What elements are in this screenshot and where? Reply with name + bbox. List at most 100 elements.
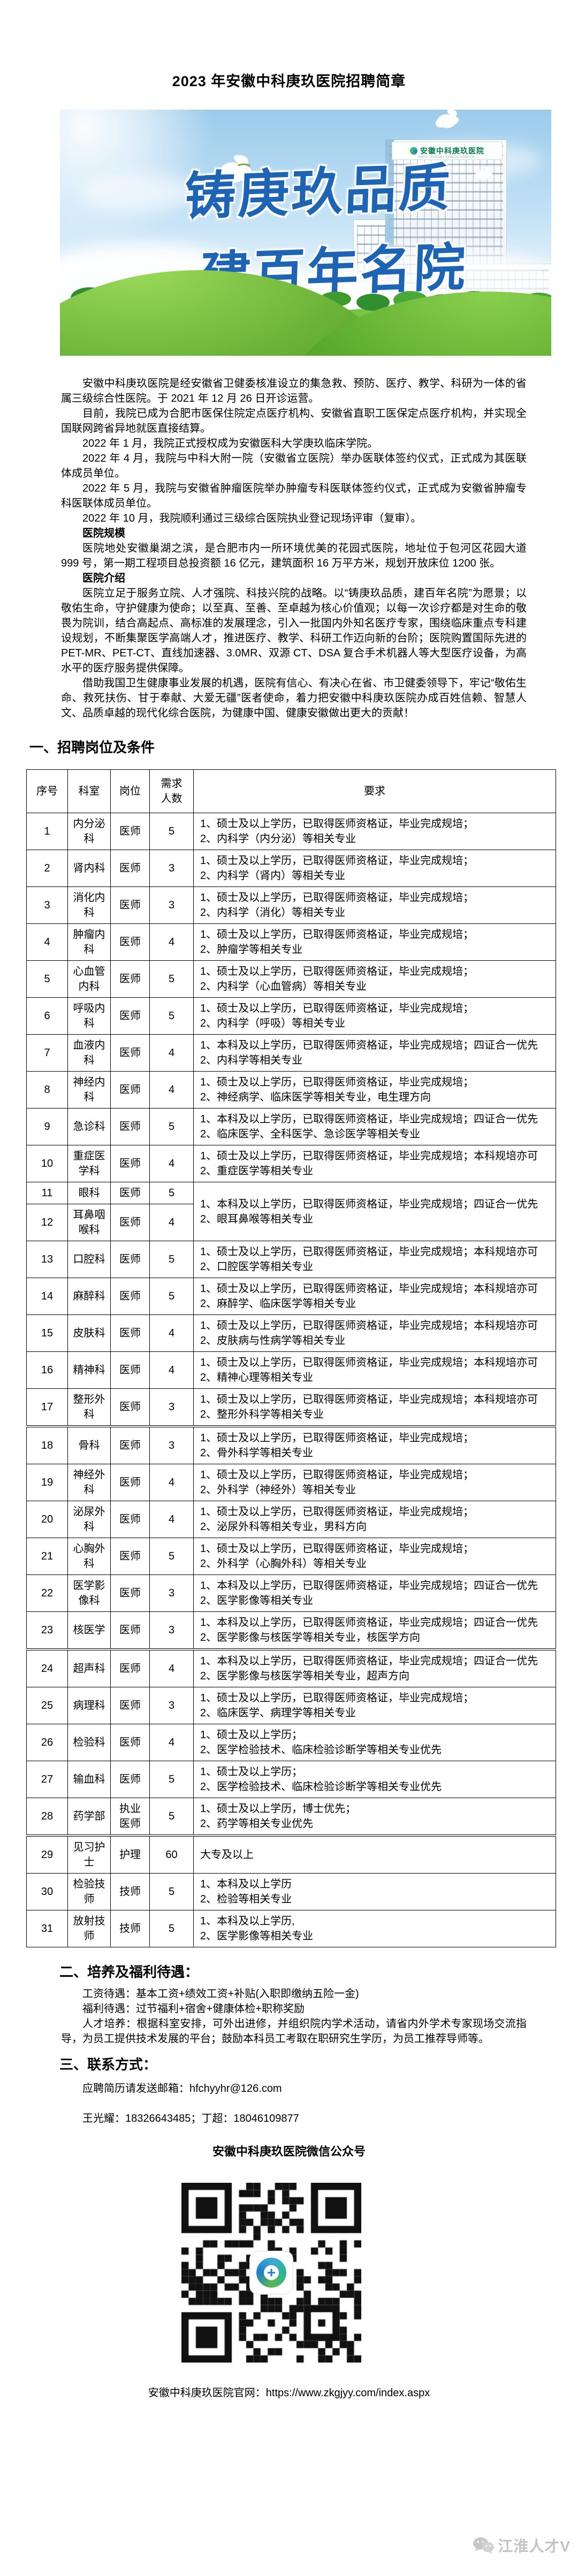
table-cell: 21 — [26, 1538, 68, 1575]
table-cell-requirements: 1、硕士及以上学历，已取得医师资格证，毕业完成规培； 2、内科学（肾内）等相关专业 — [193, 850, 556, 887]
requirement-line: 2、泌尿外科等相关专业，男科方向 — [200, 1521, 367, 1533]
table-cell: 医师 — [110, 1501, 150, 1538]
table-cell: 27 — [26, 1761, 68, 1798]
requirement-line: 1、硕士及以上学历，已取得医师资格证，毕业完成规培；本科规培亦可 — [200, 1150, 538, 1162]
table-cell: 16 — [26, 1351, 68, 1389]
hospital-scale-heading: 医院规模 — [82, 528, 125, 539]
requirement-line: 1、硕士及以上学历，已取得医师资格证，毕业完成规培； — [200, 1469, 474, 1481]
table-row: 15 皮肤科 医师 4 1、硕士及以上学历，已取得医师资格证，毕业完成规培；本科规培亦可… — [26, 1314, 556, 1352]
dove-icon — [474, 165, 493, 181]
table-row: 16 精神科 医师 4 1、硕士及以上学历，已取得医师资格证，毕业完成规培；本科规培亦可… — [26, 1351, 556, 1389]
requirement-line: 1、硕士及以上学历，已取得医师资格证，毕业完成规培； — [200, 966, 474, 977]
col-header-count: 需求人数 — [149, 769, 194, 813]
table-cell: 急诊科 — [67, 1108, 111, 1145]
requirement-line: 2、外科学（心胸外科）等相关专业 — [200, 1558, 367, 1570]
table-row: 7 血液内科 医师 4 1、本科及以上学历，已取得医师资格证，毕业完成规培；四证合一优先… — [26, 1034, 556, 1072]
table-cell: 医师 — [110, 1145, 150, 1182]
table-cell: 4 — [149, 1351, 194, 1389]
table-cell: 20 — [26, 1501, 68, 1538]
table-row: 5 心血管内科 医师 5 1、硕士及以上学历，已取得医师资格证，毕业完成规培； 2、内科学… — [26, 960, 556, 998]
table-row: 18 骨科 医师 3 1、硕士及以上学历，已取得医师资格证，毕业完成规培； 2、骨外科学等… — [26, 1425, 556, 1464]
requirement-line: 1、硕士及以上学历，已取得医师资格证，毕业完成规培； — [200, 1003, 474, 1014]
requirement-line: 2、药学等相关专业优先 — [200, 1818, 314, 1830]
table-cell: 肿瘤内科 — [67, 923, 111, 961]
table-cell: 神经内科 — [67, 1071, 111, 1109]
table-cell: 医师 — [110, 1687, 150, 1724]
table-cell-requirements: 1、本科及以上学历，已取得医师资格证，毕业完成规培；四证合一优先 2、眼耳鼻喉等相… — [193, 1182, 556, 1241]
requirement-line: 1、硕士及以上学历，已取得医师资格证，毕业完成规培； — [200, 1692, 474, 1704]
table-cell: 3 — [149, 1425, 194, 1464]
table-cell: 心胸外科 — [67, 1538, 111, 1575]
table-row: 6 呼吸内科 医师 5 1、硕士及以上学历，已取得医师资格证，毕业完成规培； 2、内科学（… — [26, 997, 556, 1035]
table-cell: 5 — [149, 1873, 194, 1910]
table-cell: 24 — [26, 1648, 68, 1687]
table-cell: 医师 — [110, 1388, 150, 1427]
requirement-line: 2、内科学（肾内）等相关专业 — [200, 870, 346, 882]
table-cell: 口腔科 — [67, 1241, 111, 1278]
banner-slogan-line1: 铸庚玖品质 — [183, 159, 453, 226]
requirement-line: 2、麻醉学、临床医学等相关专业 — [200, 1298, 356, 1310]
table-cell: 30 — [26, 1873, 68, 1910]
jobs-tbody: 1 内分泌科 医师 5 1、硕士及以上学历，已取得医师资格证，毕业完成规培； 2、内科学（… — [26, 813, 556, 1947]
table-cell: 3 — [149, 850, 194, 887]
requirement-line: 2、检验等相关专业 — [200, 1893, 292, 1905]
table-cell-requirements: 1、硕士及以上学历，已取得医师资格证，毕业完成规培； 2、临床医学、病理学等相关专… — [193, 1687, 556, 1724]
source-watermark: 江淮人才V — [472, 2535, 571, 2556]
table-cell: 5 — [149, 1910, 194, 1947]
table-cell: 2 — [26, 850, 68, 887]
welfare-item: 福利待遇：过节福利+宿舍+健康体检+职称奖励 — [82, 2003, 305, 2015]
requirement-line: 2、整形外科学等相关专业 — [200, 1409, 324, 1420]
table-cell: 医师 — [110, 1648, 150, 1687]
requirement-line: 1、本科及以上学历, — [200, 1915, 295, 1927]
table-cell: 18 — [26, 1425, 68, 1464]
requirement-line: 大专及以上 — [200, 1849, 254, 1861]
table-cell: 11 — [26, 1182, 68, 1204]
cloud — [81, 174, 199, 211]
table-cell-requirements: 1、硕士及以上学历； 2、医学检验技术、临床检验诊断学等相关专业优先 — [193, 1761, 556, 1798]
table-row: 23 核医学 医师 3 1、本科及以上学历，已取得医师资格证，毕业完成规培；四证合一优先… — [26, 1611, 556, 1650]
table-cell: 检验科 — [67, 1724, 111, 1761]
table-cell: 5 — [149, 1182, 194, 1204]
table-cell: 4 — [26, 923, 68, 961]
table-cell-requirements: 1、硕士及以上学历，已取得医师资格证，毕业完成规培；本科规培亦可 2、皮肤病与性病… — [193, 1314, 556, 1352]
table-cell-requirements: 1、硕士及以上学历，已取得医师资格证，毕业完成规培；本科规培亦可 2、口腔医学等相… — [193, 1241, 556, 1278]
table-cell-requirements: 1、本科及以上学历，已取得医师资格证，毕业完成规培；四证合一优先 2、医学影像等相… — [193, 1574, 556, 1612]
contact-email-line: 应聘简历请发送邮箱：hfchyyhr@126.com — [82, 2083, 282, 2095]
table-cell: 精神科 — [67, 1351, 111, 1389]
table-cell-requirements: 1、硕士及以上学历，已取得医师资格证，毕业完成规培； 2、外科学（心胸外科）等相关… — [193, 1538, 556, 1575]
table-cell: 检验技师 — [67, 1873, 111, 1910]
table-cell: 医师 — [110, 1108, 150, 1145]
table-row: 1 内分泌科 医师 5 1、硕士及以上学历，已取得医师资格证，毕业完成规培； 2、内科学（… — [26, 813, 556, 850]
requirement-line: 2、口腔医学等相关专业 — [200, 1261, 314, 1273]
requirement-line: 2、肿瘤学等相关专业 — [200, 944, 303, 956]
table-cell: 医师 — [110, 1611, 150, 1650]
section-heading-contact: 三、联系方式： — [59, 2057, 157, 2073]
table-cell: 泌尿外科 — [67, 1501, 111, 1538]
table-cell: 3 — [149, 1388, 194, 1427]
hospital-sign-text: 安徽中科庚玖医院 — [420, 147, 484, 155]
table-row: 24 超声科 医师 4 1、本科及以上学历，已取得医师资格证，毕业完成规培；四证合一优先… — [26, 1648, 556, 1687]
table-row: 11 眼科 医师 5 1、本科及以上学历，已取得医师资格证，毕业完成规培；四证合一优先 2… — [26, 1182, 556, 1241]
hospital-intro-paragraph: 医院立足于服务立院、人才强院、科技兴院的战略。以“铸庚玖品质，建百年名院”为愿景… — [61, 587, 527, 674]
requirement-line: 1、硕士及以上学历，已取得医师资格证，毕业完成规培； — [200, 929, 474, 941]
table-cell: 13 — [26, 1241, 68, 1278]
requirement-line: 1、本科及以上学历，已取得医师资格证，毕业完成规培；四证合一优先 — [200, 1655, 538, 1667]
table-cell: 10 — [26, 1145, 68, 1182]
requirement-line: 1、本科及以上学历，已取得医师资格证，毕业完成规培；四证合一优先 — [200, 1580, 538, 1592]
table-cell: 执业医师 — [110, 1798, 150, 1836]
intro-section: 安徽中科庚玖医院是经安徽省卫健委核准设立的集急救、预防、医疗、教学、科研为一体的… — [61, 376, 527, 721]
table-cell-requirements: 1、硕士及以上学历，已取得医师资格证，毕业完成规培； 2、骨外科学等相关专业 — [193, 1425, 556, 1464]
table-cell: 5 — [26, 960, 68, 998]
table-cell: 医师 — [110, 923, 150, 961]
table-cell: 医师 — [110, 960, 150, 998]
wechat-qr-code — [181, 2183, 361, 2363]
requirement-line: 2、医学检验技术、临床检验诊断学等相关专业优先 — [200, 1781, 442, 1793]
hospital-rooftop-sign: 安徽中科庚玖医院 ANHUI ZHONGKE GENGJIU HOSPITAL — [392, 142, 503, 160]
table-cell-requirements: 1、硕士及以上学历； 2、医学检验技术、临床检验诊断学等相关专业优先 — [193, 1724, 556, 1761]
table-cell-requirements: 1、硕士及以上学历，已取得医师资格证，毕业完成规培；本科规培亦可 2、麻醉学、临床… — [193, 1278, 556, 1315]
table-cell: 19 — [26, 1464, 68, 1501]
table-cell: 医师 — [110, 850, 150, 887]
table-cell: 3 — [26, 886, 68, 924]
table-row: 10 重症医学科 医师 4 1、硕士及以上学历，已取得医师资格证，毕业完成规培；本科规培… — [26, 1145, 556, 1182]
requirement-line: 2、内科学（心血管病）等相关专业 — [200, 981, 367, 992]
